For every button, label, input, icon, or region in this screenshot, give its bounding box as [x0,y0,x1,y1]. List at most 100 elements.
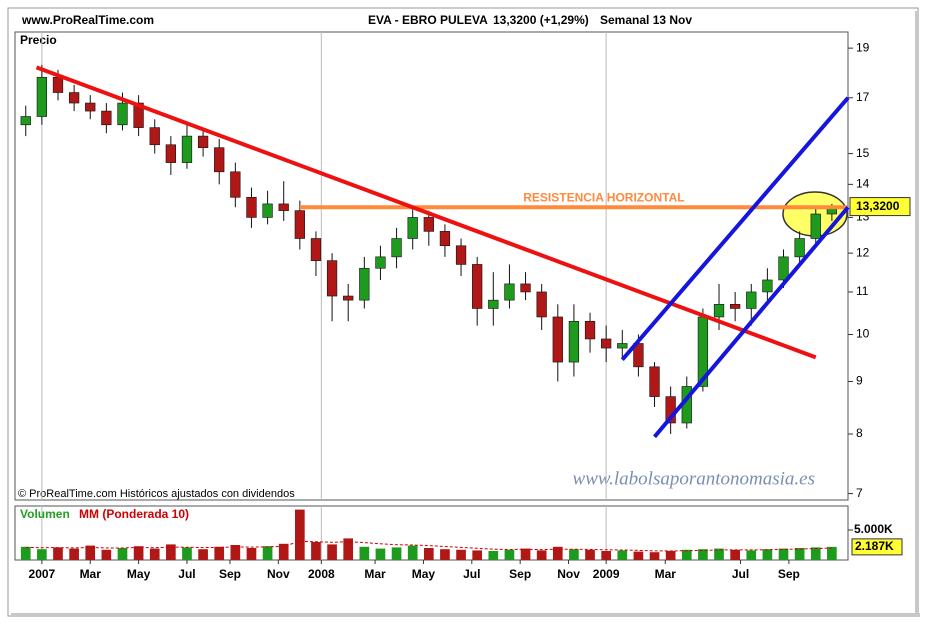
volume-bar [375,548,386,560]
volume-bar [617,550,628,560]
candle-body [423,217,434,232]
candle-body [326,260,338,297]
x-tick-label: Mar [655,567,677,581]
y-label: Precio [20,33,57,47]
volume-bar [262,546,273,560]
volume-bar [504,549,515,560]
volume-bar [714,548,724,560]
moving-average [25,540,832,552]
candle-body [343,295,354,301]
volume-bar [20,546,31,560]
candle-body [230,171,241,198]
volume-bar [472,550,483,560]
candle-body [794,238,805,258]
period: Semanal 13 Nov [600,13,692,27]
volume-bar [601,551,611,560]
x-tick-label: Sep [509,567,531,581]
y-tick-label: 9 [856,374,863,388]
trend-line [652,205,850,439]
watermark: www.labolsaporantonomasia.es [573,468,815,489]
volume-bar [359,546,370,560]
last-price-box [849,197,911,217]
y-tick-label: 14 [856,177,870,191]
volume-bar [488,551,499,560]
volume-bar [440,549,450,560]
candle-body [36,76,48,117]
candle-body [778,256,789,281]
y-tick-label: 17 [856,90,870,104]
quote: 13,3200 (+1,29%) [493,13,589,27]
candle-body [85,102,96,112]
volume-bar [343,538,354,560]
trend-line [35,65,817,360]
volume-bar [69,548,79,560]
candle-body [375,256,386,269]
candle-body [552,316,563,363]
candle-body [391,238,402,258]
candle-body [730,303,741,309]
x-tick-label: Nov [557,567,580,581]
candle-body [455,245,467,265]
volume-bar [294,509,305,560]
x-tick-label: May [412,567,436,581]
candle-body [601,338,612,349]
x-tick-label: May [127,567,151,581]
candle-body [52,76,64,93]
volume-bar [681,549,692,560]
volume-bar [246,548,257,560]
candle-body [536,291,547,318]
volume-bar [585,549,595,560]
candle-body [262,203,273,218]
volume-bar [423,548,434,560]
last-price-label: 13,3200 [856,199,900,213]
volume-bar [456,549,466,560]
candle-body [310,238,322,261]
x-tick-label: 2009 [593,567,620,581]
source: www.ProRealTime.com [21,13,154,27]
candle-body [520,283,531,293]
volume-bar [649,552,660,560]
volume-bar [278,543,289,560]
candle-body [20,116,31,126]
volume-bar [698,549,708,560]
volume-bar [665,551,676,560]
volume-bar [536,550,547,560]
candle-body [746,291,757,309]
volume-bar [762,549,773,560]
volume-bar [133,546,144,560]
y-tick-label: 15 [856,146,870,160]
candle-body [165,144,176,163]
volume-bar [101,549,112,560]
frame-shadow [915,11,919,616]
x-tick-label: Jul [463,567,480,581]
x-tick-label: Mar [364,567,386,581]
y-tick-label: 7 [856,486,863,500]
y-tick-label: 12 [856,245,870,259]
volume-bar [520,548,531,560]
y-tick-label: 11 [856,284,869,298]
y-tick-label: 19 [856,40,870,54]
volume-bar [117,548,128,560]
x-tick-label: Jul [732,567,749,581]
y-tick-label: 10 [856,327,870,341]
candle-body [359,267,370,301]
candle-body [197,135,209,148]
footnote: © ProRealTime.com Históricos ajustados c… [18,488,295,500]
candle-body [101,110,112,126]
volume-bar [633,551,644,560]
candle-body [407,217,418,239]
last-volume-box [851,538,903,556]
volume-bar [166,544,176,560]
x-tick-label: 2008 [308,567,335,581]
volume-bar [730,549,740,560]
volume-bar [391,547,402,560]
candle-body [584,320,596,340]
x-tick-label: Nov [267,567,290,581]
candle-body [214,147,225,173]
price-panel [14,31,849,501]
volume-bar [311,542,321,560]
candle-body [294,210,305,239]
frame-shadow [11,613,920,617]
volume-bar [214,546,225,560]
